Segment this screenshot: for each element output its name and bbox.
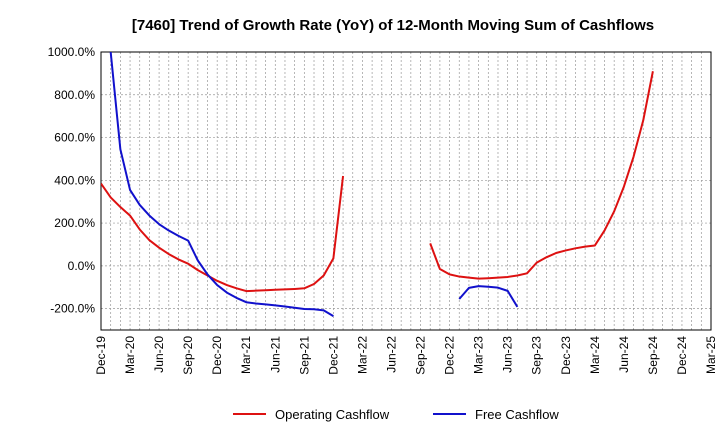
y-tick-label: 1000.0% (48, 45, 96, 59)
x-tick-label: Mar-21 (239, 336, 253, 374)
x-tick-label: Sep-22 (414, 336, 428, 375)
y-tick-label: 0.0% (68, 259, 96, 273)
x-tick-label: Jun-20 (152, 336, 166, 373)
x-tick-label: Mar-22 (355, 336, 369, 374)
grid (101, 51, 711, 330)
x-tick-label: Sep-20 (181, 336, 195, 375)
x-tick-label: Mar-24 (588, 336, 602, 374)
series-line (429, 71, 654, 280)
series-line (109, 52, 334, 317)
x-tick-label: Sep-23 (530, 336, 544, 375)
y-tick-label: 200.0% (54, 216, 95, 230)
x-tick-label: Sep-24 (646, 336, 660, 375)
series (101, 52, 654, 317)
x-tick-label: Jun-24 (617, 336, 631, 373)
x-tick-label: Jun-23 (501, 336, 515, 373)
x-tick-label: Mar-20 (123, 336, 137, 374)
x-tick-label: Dec-19 (94, 336, 108, 375)
series-free-cashflow (109, 52, 519, 317)
axes: -200.0% 0.0% 200.0% 400.0% 600.0% 800.0% 1000.… (48, 45, 718, 375)
x-tick-label: Jun-21 (268, 336, 282, 373)
x-tick-label: Dec-24 (675, 336, 689, 375)
y-tick-label: -200.0% (50, 302, 95, 316)
legend-label: Operating Cashflow (275, 407, 390, 422)
x-tick-label: Sep-21 (297, 336, 311, 375)
x-tick-label: Mar-25 (704, 336, 718, 374)
x-tick-label: Jun-22 (384, 336, 398, 373)
x-tick-label: Dec-21 (326, 336, 340, 375)
y-tick-label: 400.0% (54, 173, 95, 187)
x-tick-label: Mar-23 (472, 336, 486, 374)
legend-label: Free Cashflow (475, 407, 559, 422)
x-tick-label: Dec-22 (443, 336, 457, 375)
series-line (101, 175, 345, 293)
x-tick-label: Dec-23 (559, 336, 573, 375)
y-tick-label: 800.0% (54, 88, 95, 102)
chart-title: [7460] Trend of Growth Rate (YoY) of 12-… (132, 17, 654, 34)
series-line (458, 285, 519, 308)
plot-frame (100, 51, 712, 331)
legend: Operating Cashflow Free Cashflow (233, 407, 559, 422)
y-tick-label: 600.0% (54, 131, 95, 145)
series-operating-cashflow (101, 71, 654, 293)
x-tick-label: Dec-20 (210, 336, 224, 375)
